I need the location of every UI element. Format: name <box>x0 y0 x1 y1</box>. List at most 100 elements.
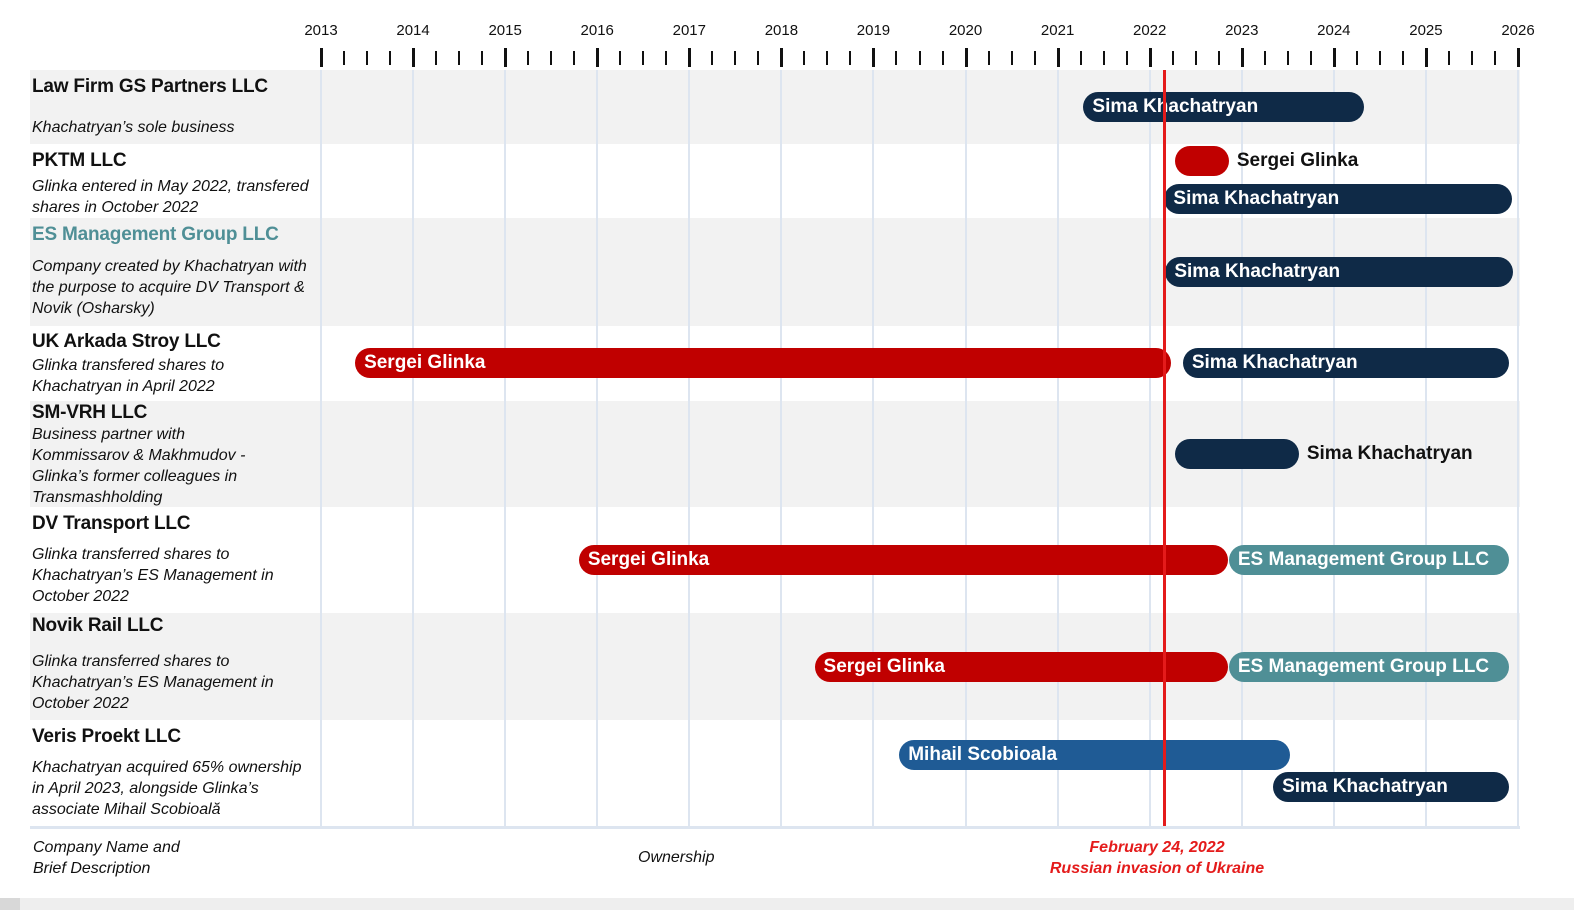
company-entry: Law Firm GS Partners LLC <box>32 76 317 98</box>
x-tick-label: 2019 <box>856 22 891 39</box>
ownership-bar <box>1174 439 1299 469</box>
invasion-date-line <box>1162 70 1166 828</box>
x-tick-label: 2025 <box>1409 22 1443 39</box>
ownership-bar-label: ES Management Group LLC <box>1237 656 1490 677</box>
x-major-tick <box>1240 48 1244 67</box>
x-minor-tick <box>619 51 622 65</box>
ownership-bar: Sima Khachatryan <box>1083 92 1365 122</box>
year-gridline <box>872 70 875 828</box>
x-minor-tick <box>1378 51 1381 65</box>
x-tick-label: 2020 <box>948 22 983 39</box>
x-minor-tick <box>826 51 829 65</box>
ownership-bar: Sima Khachatryan <box>1164 184 1512 214</box>
x-minor-tick <box>1286 51 1289 65</box>
x-major-tick <box>1148 48 1152 67</box>
ownership-bar-label: Sima Khachatryan <box>1282 776 1448 797</box>
x-minor-tick <box>1079 51 1082 65</box>
company-name: SM-VRH LLC <box>32 402 148 423</box>
company-description: Glinka entered in May 2022, transfered s… <box>32 178 309 216</box>
x-major-tick <box>320 48 323 67</box>
x-minor-tick <box>918 51 921 65</box>
x-minor-tick <box>1309 51 1312 65</box>
year-gridline <box>320 70 322 828</box>
x-minor-tick <box>1171 51 1174 65</box>
company-description: Khachatryan acquired 65% ownership in Ap… <box>32 759 302 818</box>
x-minor-tick <box>550 51 553 65</box>
company-entry: ES Management Group LLC <box>32 224 317 246</box>
company-entry: SM-VRH LLC <box>32 402 317 424</box>
ownership-caption: Ownership <box>638 849 715 866</box>
ownership-bar: Sergei Glinka <box>814 652 1228 682</box>
x-major-tick <box>412 48 416 67</box>
x-minor-tick <box>1493 51 1496 65</box>
company-entry: Veris Proekt LLC <box>32 726 317 748</box>
company-name: PKTM LLC <box>32 150 127 171</box>
x-minor-tick <box>366 51 369 65</box>
x-minor-tick <box>573 51 576 65</box>
ownership-bar-label: Sima Khachatryan <box>1306 443 1473 464</box>
x-minor-tick <box>343 51 346 65</box>
ownership-bar-label: Sergei Glinka <box>1236 150 1359 171</box>
x-minor-tick <box>1102 51 1105 65</box>
company-description: Business partner with Kommissarov & Makh… <box>32 426 246 506</box>
x-tick-label: 2022 <box>1133 22 1167 39</box>
row-background <box>30 720 1520 827</box>
event-annotation-line1: February 24, 2022 <box>1089 839 1225 856</box>
x-minor-tick <box>734 51 737 65</box>
ownership-bar: Sima Khachatryan <box>1273 772 1509 802</box>
x-tick-label: 2026 <box>1501 22 1535 39</box>
x-tick-label: 2024 <box>1317 22 1351 39</box>
ownership-bar-label: Sergei Glinka <box>587 549 710 570</box>
x-minor-tick <box>458 51 461 65</box>
page-bottom-strip <box>0 898 1574 910</box>
x-tick-label: 2015 <box>488 22 522 39</box>
x-minor-tick <box>987 51 990 65</box>
company-entry: DV Transport LLC <box>32 513 317 535</box>
ownership-bar: ES Management Group LLC <box>1228 545 1509 575</box>
ownership-bar-label: Sima Khachatryan <box>1174 261 1341 282</box>
company-description: Glinka transferred shares to Khachatryan… <box>32 653 274 712</box>
year-gridline <box>1148 70 1151 828</box>
x-major-tick <box>1056 48 1060 67</box>
x-major-tick <box>1332 48 1336 67</box>
x-minor-tick <box>803 51 806 65</box>
x-minor-tick <box>665 51 668 65</box>
year-gridline <box>596 70 599 828</box>
year-gridline <box>688 70 691 828</box>
ownership-bar-label: ES Management Group LLC <box>1237 549 1490 570</box>
x-tick-label: 2016 <box>580 22 614 39</box>
x-major-tick <box>688 48 692 67</box>
company-column-caption: Company Name and Brief Description <box>33 837 180 879</box>
x-major-tick <box>504 48 508 67</box>
x-minor-tick <box>895 51 898 65</box>
x-minor-tick <box>481 51 484 65</box>
x-minor-tick <box>757 51 760 65</box>
ownership-bar-label: Sima Khachatryan <box>1173 188 1340 209</box>
x-tick-label: 2021 <box>1040 22 1075 39</box>
chart-bottom-border <box>30 826 1520 829</box>
x-tick-label: 2013 <box>304 22 338 39</box>
x-major-tick <box>780 48 784 67</box>
x-major-tick <box>1424 48 1428 67</box>
ownership-bar-label: Sergei Glinka <box>823 656 945 677</box>
x-minor-tick <box>849 51 852 65</box>
ownership-bar <box>1174 146 1229 176</box>
year-gridline <box>964 70 967 828</box>
company-name: Law Firm GS Partners LLC <box>32 76 268 97</box>
year-gridline <box>1424 70 1427 828</box>
ownership-bar: Sima Khachatryan <box>1165 257 1514 287</box>
ownership-bar-label: Sima Khachatryan <box>1191 352 1358 373</box>
company-entry: PKTM LLC <box>32 150 317 172</box>
x-minor-tick <box>1401 51 1404 65</box>
company-column-caption-line2: Brief Description <box>33 860 151 877</box>
ownership-bar: Sergei Glinka <box>355 348 1171 378</box>
page-bottom-strip-mark <box>0 898 20 910</box>
company-description: Khachatryan’s sole business <box>32 119 235 136</box>
ownership-bar-label: Sima Khachatryan <box>1092 96 1259 117</box>
company-description: Company created by Khachatryan with the … <box>32 258 307 317</box>
x-minor-tick <box>389 51 392 65</box>
x-minor-tick <box>1447 51 1450 65</box>
x-tick-label: 2014 <box>396 22 430 39</box>
year-gridline <box>1332 70 1335 828</box>
